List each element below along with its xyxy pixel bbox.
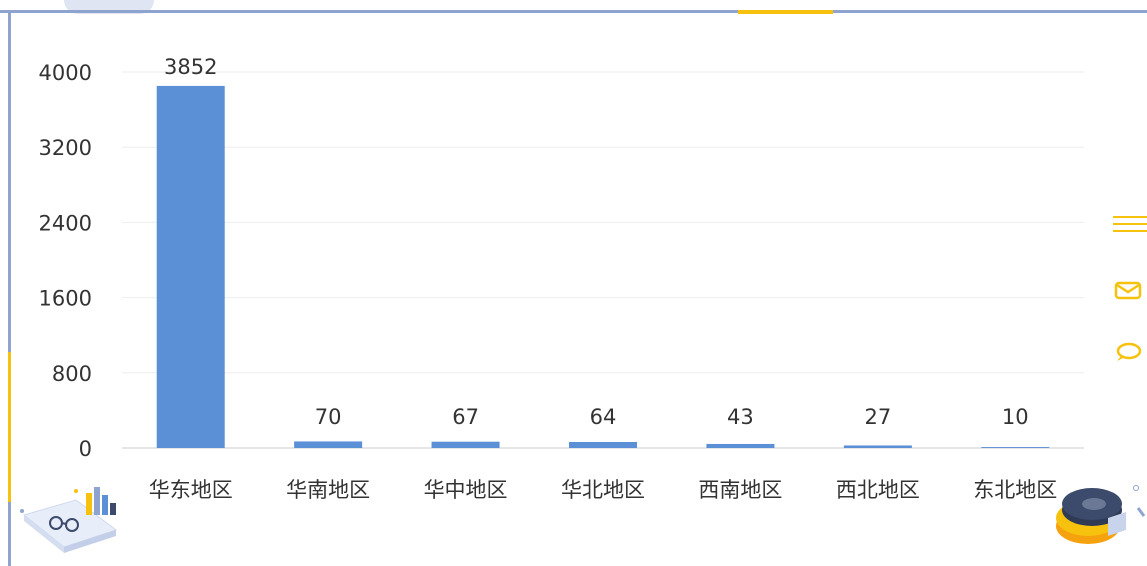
analytics-illustration xyxy=(20,487,118,553)
y-tick-label: 0 xyxy=(79,437,92,461)
y-tick-label: 3200 xyxy=(39,136,92,160)
x-tick-label: 华中地区 xyxy=(424,478,508,502)
bar[interactable] xyxy=(706,443,775,448)
bar[interactable] xyxy=(431,441,500,448)
x-tick-label: 西南地区 xyxy=(698,478,782,502)
x-axis-ticks: 华东地区 华南地区 华中地区 华北地区 西南地区 西北地区 东北地区 xyxy=(149,478,1058,502)
frame-top-accent xyxy=(738,10,833,14)
bar[interactable] xyxy=(981,447,1050,448)
data-label: 43 xyxy=(727,405,754,429)
data-label: 70 xyxy=(315,405,342,429)
frame-left-border xyxy=(8,13,11,566)
bar[interactable] xyxy=(156,85,225,449)
y-tick-label: 2400 xyxy=(39,211,92,235)
x-tick-label: 华南地区 xyxy=(286,478,370,502)
donut-illustration xyxy=(1056,485,1146,544)
data-label: 67 xyxy=(452,405,479,429)
bar[interactable] xyxy=(294,441,363,448)
data-label: 64 xyxy=(590,405,617,429)
bars xyxy=(156,85,1050,449)
y-tick-label: 4000 xyxy=(39,61,92,85)
side-toolbar xyxy=(1107,205,1147,375)
data-label: 3852 xyxy=(164,55,217,79)
y-axis-ticks: 0 800 1600 2400 3200 4000 xyxy=(39,61,92,461)
grid-lines xyxy=(122,71,1084,449)
mail-icon[interactable] xyxy=(1107,273,1147,313)
x-tick-label: 华北地区 xyxy=(561,478,645,502)
frame-left-accent xyxy=(8,352,11,502)
x-tick-label: 华东地区 xyxy=(149,478,233,502)
menu-icon[interactable] xyxy=(1107,205,1147,245)
bar[interactable] xyxy=(843,445,912,448)
frame-top-border xyxy=(0,10,1147,13)
data-label: 27 xyxy=(864,405,891,429)
data-labels: 3852 70 67 64 43 27 10 xyxy=(164,55,1029,429)
bar[interactable] xyxy=(569,441,637,448)
y-tick-label: 1600 xyxy=(39,287,92,311)
y-tick-label: 800 xyxy=(52,362,92,386)
x-tick-label: 东北地区 xyxy=(973,478,1057,502)
data-label: 10 xyxy=(1002,405,1029,429)
chat-icon[interactable] xyxy=(1107,333,1147,373)
x-tick-label: 西北地区 xyxy=(836,478,920,502)
